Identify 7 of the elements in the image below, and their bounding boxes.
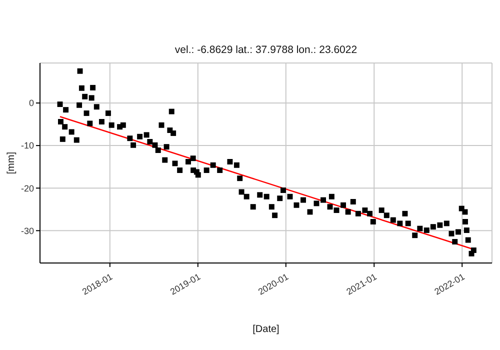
chart-title: vel.: -6.8629 lat.: 37.9788 lon.: 23.6022 bbox=[174, 44, 358, 56]
y-tick-label: -20 bbox=[20, 183, 34, 194]
y-axis-title: [mm] bbox=[6, 152, 17, 174]
x-axis-title: [Date] bbox=[252, 324, 280, 335]
y-tick-label: -10 bbox=[20, 140, 34, 151]
y-tick-label: 0 bbox=[28, 98, 34, 108]
y-tick-label: -30 bbox=[20, 226, 34, 236]
